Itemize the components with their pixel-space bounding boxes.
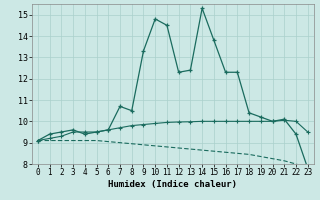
X-axis label: Humidex (Indice chaleur): Humidex (Indice chaleur) [108,180,237,189]
